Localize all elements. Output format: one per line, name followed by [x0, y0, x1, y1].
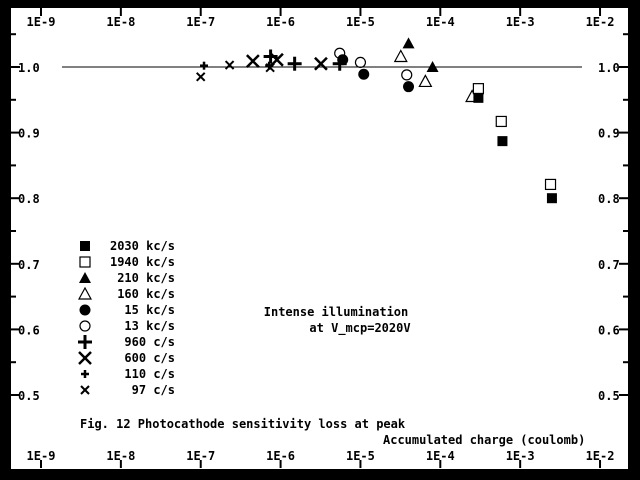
- legend-marker: [78, 351, 92, 365]
- legend-label: 160 kc/s: [117, 287, 175, 301]
- data-point: [358, 68, 370, 80]
- y-tick-label-left: 1.0: [18, 61, 40, 75]
- y-tick-label-left: 0.9: [18, 127, 40, 141]
- annotation: Intense illumination at V_mcp=2020V: [264, 305, 411, 336]
- x-tick-label-top: 1E-8: [106, 15, 135, 29]
- x-tick-label-top: 1E-2: [586, 15, 615, 29]
- legend-label: 13 kc/s: [124, 319, 175, 333]
- data-point: [473, 92, 484, 103]
- data-point: [472, 83, 485, 95]
- data-point: [465, 89, 480, 103]
- data-point: [265, 62, 275, 73]
- x-tick-label-top: 1E-9: [27, 15, 56, 29]
- data-points: [196, 37, 557, 204]
- x-tick-label-bottom: 1E-3: [506, 449, 535, 463]
- x-tick-label-top: 1E-4: [426, 15, 455, 29]
- data-point: [403, 81, 415, 93]
- axis-ticks: [11, 0, 628, 468]
- legend-marker: [79, 304, 91, 316]
- y-tick-label-left: 0.6: [18, 323, 40, 337]
- data-point: [314, 56, 328, 71]
- data-point: [497, 136, 508, 147]
- data-point: [332, 56, 347, 71]
- data-point: [200, 61, 209, 70]
- y-tick-label-right: 0.8: [598, 192, 620, 206]
- legend-label: 960 c/s: [124, 335, 175, 349]
- data-point: [426, 61, 439, 72]
- data-point: [224, 60, 235, 70]
- x-axis-label: Accumulated charge (coulomb): [383, 433, 585, 447]
- x-tick-label-bottom: 1E-4: [426, 449, 455, 463]
- y-tick-label-left: 0.7: [18, 258, 40, 272]
- legend-marker: [78, 335, 92, 349]
- data-point: [246, 54, 260, 68]
- legend-label: 15 kc/s: [124, 303, 175, 317]
- data-point: [393, 49, 408, 63]
- x-tick-label-bottom: 1E-8: [106, 449, 135, 463]
- x-tick-label-bottom: 1E-2: [586, 449, 615, 463]
- legend: 2030 kc/s 1940 kc/s 210 kc/s 160 kc/s 15 kc/…: [77, 239, 175, 397]
- data-point: [287, 56, 302, 71]
- legend-label: 110 c/s: [124, 367, 175, 381]
- legend-label: 97 c/s: [132, 383, 175, 397]
- legend-marker: [79, 272, 91, 283]
- y-tick-label-right: 0.9: [598, 127, 620, 141]
- legend-label: 1940 kc/s: [110, 255, 175, 269]
- plot-frame: [11, 8, 628, 469]
- y-tick-label-left: 0.5: [18, 389, 40, 403]
- data-point: [196, 72, 206, 82]
- legend-label: 600 c/s: [124, 351, 175, 365]
- data-point: [401, 69, 413, 81]
- y-tick-label-left: 0.8: [18, 192, 40, 206]
- legend-marker: [79, 320, 91, 332]
- x-tick-label-bottom: 1E-7: [186, 449, 215, 463]
- data-point: [418, 74, 433, 88]
- legend-marker: [79, 256, 91, 268]
- x-tick-label-top: 1E-7: [186, 15, 215, 29]
- x-tick-label-bottom: 1E-5: [346, 449, 375, 463]
- y-tick-label-right: 0.7: [598, 258, 620, 272]
- legend-label: 2030 kc/s: [110, 239, 175, 253]
- data-point: [495, 115, 507, 128]
- legend-marker: [80, 385, 90, 395]
- y-tick-label-right: 1.0: [598, 61, 620, 75]
- x-tick-label-top: 1E-5: [346, 15, 375, 29]
- data-point: [354, 56, 367, 69]
- legend-marker: [77, 286, 93, 300]
- figure-caption: Fig. 12 Photocathode sensitivity loss at…: [80, 417, 406, 431]
- data-point: [402, 37, 415, 49]
- legend-marker: [81, 370, 89, 378]
- legend-marker: [80, 241, 90, 251]
- x-tick-label-bottom: 1E-6: [266, 449, 295, 463]
- y-tick-label-right: 0.6: [598, 323, 620, 337]
- x-tick-label-top: 1E-6: [266, 15, 295, 29]
- annotation-line-1: Intense illumination: [264, 305, 409, 319]
- data-point: [546, 193, 557, 204]
- annotation-line-2: at V_mcp=2020V: [309, 321, 410, 336]
- x-tick-label-bottom: 1E-9: [27, 449, 56, 463]
- data-point: [544, 178, 557, 191]
- legend-label: 210 kc/s: [117, 271, 175, 285]
- y-tick-label-right: 0.5: [598, 389, 620, 403]
- x-tick-label-top: 1E-3: [506, 15, 535, 29]
- tick-labels: 1E-9 1E-9 1E-8 1E-8 1E-7 1E-7 1E-6 1E-6 1E-5 1E-5…: [18, 15, 620, 463]
